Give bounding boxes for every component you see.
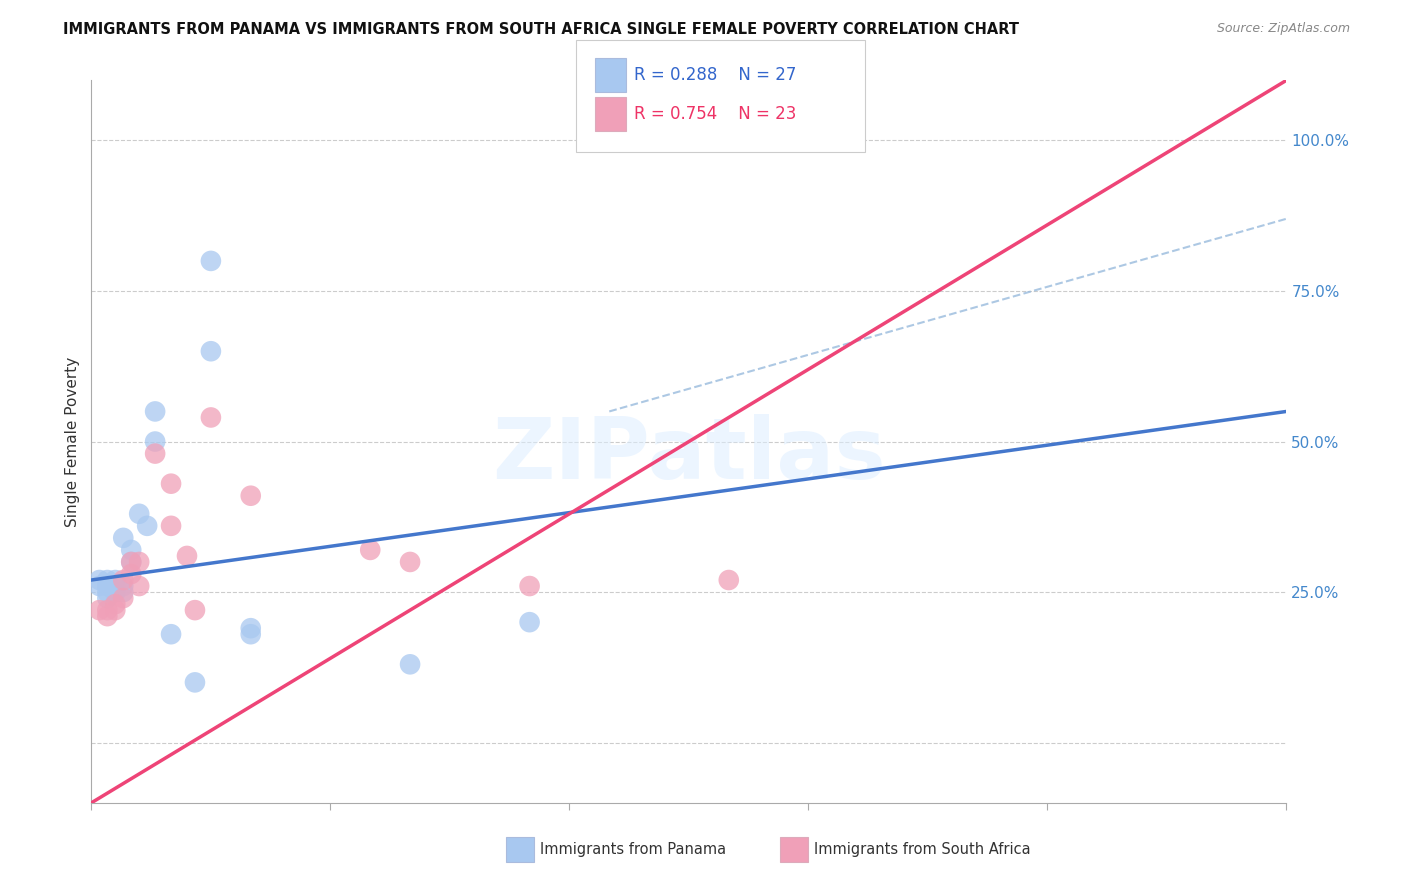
Point — [120, 567, 142, 582]
Point — [96, 573, 118, 587]
Point — [717, 573, 740, 587]
Point — [143, 447, 166, 461]
Point — [120, 555, 142, 569]
Text: R = 0.754    N = 23: R = 0.754 N = 23 — [634, 105, 796, 123]
Point — [184, 675, 207, 690]
Point — [239, 627, 262, 641]
Point — [112, 573, 135, 587]
Point — [120, 555, 142, 569]
Point — [104, 585, 127, 599]
Text: Source: ZipAtlas.com: Source: ZipAtlas.com — [1216, 22, 1350, 36]
Point — [128, 579, 150, 593]
Point — [128, 507, 150, 521]
Point — [399, 657, 422, 672]
Point — [120, 542, 142, 557]
Point — [519, 615, 541, 630]
Point — [136, 519, 159, 533]
Point — [96, 609, 118, 624]
Point — [200, 253, 222, 268]
Point — [112, 579, 135, 593]
Point — [143, 404, 166, 418]
Point — [359, 542, 381, 557]
Point — [89, 579, 111, 593]
Point — [160, 519, 183, 533]
Point — [104, 573, 127, 587]
Point — [104, 585, 127, 599]
Text: ZIPatlas: ZIPatlas — [492, 415, 886, 498]
Point — [89, 573, 111, 587]
Y-axis label: Single Female Poverty: Single Female Poverty — [65, 357, 80, 526]
Point — [96, 579, 118, 593]
Point — [104, 597, 127, 611]
Point — [160, 476, 183, 491]
Point — [239, 621, 262, 635]
Point — [112, 585, 135, 599]
Point — [89, 603, 111, 617]
Text: Immigrants from South Africa: Immigrants from South Africa — [814, 842, 1031, 856]
Point — [104, 603, 127, 617]
Point — [519, 579, 541, 593]
Point — [184, 603, 207, 617]
Text: Immigrants from Panama: Immigrants from Panama — [540, 842, 725, 856]
Point — [399, 555, 422, 569]
Point — [112, 531, 135, 545]
Point — [621, 133, 644, 147]
Point — [239, 489, 262, 503]
Text: R = 0.288    N = 27: R = 0.288 N = 27 — [634, 66, 796, 84]
Point — [143, 434, 166, 449]
Point — [96, 591, 118, 606]
Point — [160, 627, 183, 641]
Point — [112, 591, 135, 606]
Point — [200, 344, 222, 359]
Text: IMMIGRANTS FROM PANAMA VS IMMIGRANTS FROM SOUTH AFRICA SINGLE FEMALE POVERTY COR: IMMIGRANTS FROM PANAMA VS IMMIGRANTS FRO… — [63, 22, 1019, 37]
Point — [200, 410, 222, 425]
Point — [128, 555, 150, 569]
Point — [104, 579, 127, 593]
Point — [96, 585, 118, 599]
Point — [96, 603, 118, 617]
Point — [176, 549, 198, 563]
